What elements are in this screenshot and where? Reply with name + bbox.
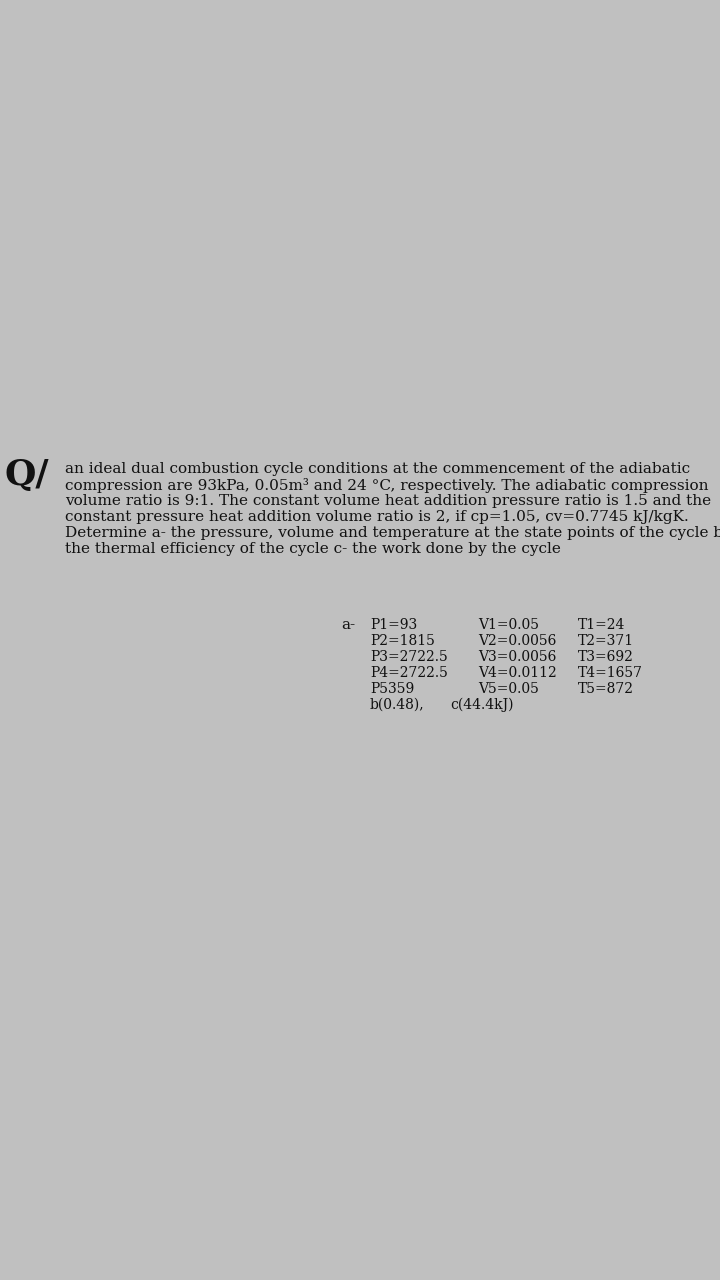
Text: P4=2722.5: P4=2722.5 (370, 666, 448, 680)
Text: P2=1815: P2=1815 (370, 634, 435, 648)
Text: T2=371: T2=371 (578, 634, 634, 648)
Text: V1=0.05: V1=0.05 (478, 618, 539, 632)
Text: P3=2722.5: P3=2722.5 (370, 650, 448, 664)
Text: constant pressure heat addition volume ratio is 2, if cp=1.05, cv=0.7745 kJ/kgK.: constant pressure heat addition volume r… (65, 509, 689, 524)
Text: c(44.4kJ): c(44.4kJ) (450, 698, 513, 713)
Text: Q/: Q/ (5, 458, 50, 492)
Text: volume ratio is 9:1. The constant volume heat addition pressure ratio is 1.5 and: volume ratio is 9:1. The constant volume… (65, 494, 711, 508)
Text: T1=24: T1=24 (578, 618, 626, 632)
Text: T5=872: T5=872 (578, 682, 634, 696)
Text: the thermal efficiency of the cycle c- the work done by the cycle: the thermal efficiency of the cycle c- t… (65, 541, 561, 556)
Text: an ideal dual combustion cycle conditions at the commencement of the adiabatic: an ideal dual combustion cycle condition… (65, 462, 690, 476)
Text: Determine a- the pressure, volume and temperature at the state points of the cyc: Determine a- the pressure, volume and te… (65, 526, 720, 540)
Text: P5359: P5359 (370, 682, 414, 696)
Text: b(0.48),: b(0.48), (370, 698, 425, 712)
Text: V5=0.05: V5=0.05 (478, 682, 539, 696)
Text: compression are 93kPa, 0.05m³ and 24 °C, respectively. The adiabatic compression: compression are 93kPa, 0.05m³ and 24 °C,… (65, 477, 708, 493)
Text: V4=0.0112: V4=0.0112 (478, 666, 557, 680)
Text: P1=93: P1=93 (370, 618, 418, 632)
Text: a-: a- (341, 618, 355, 632)
Text: T3=692: T3=692 (578, 650, 634, 664)
Text: V3=0.0056: V3=0.0056 (478, 650, 557, 664)
Text: V2=0.0056: V2=0.0056 (478, 634, 557, 648)
Text: T4=1657: T4=1657 (578, 666, 643, 680)
